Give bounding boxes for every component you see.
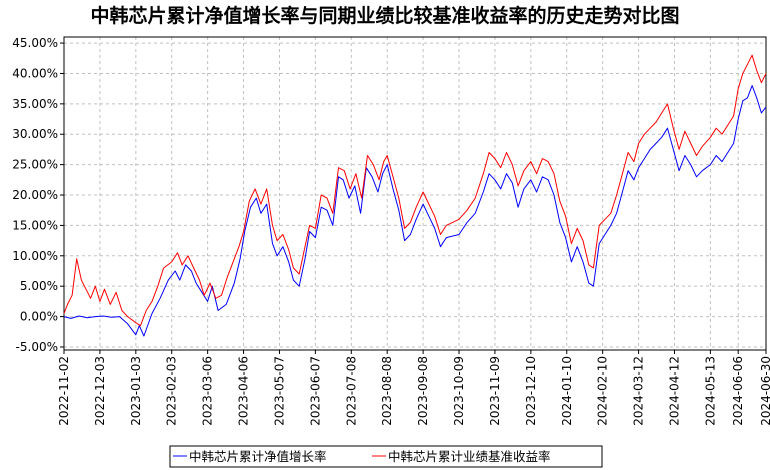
- x-axis: 2022-11-02 2022-12-03 2023-01-03 2023-02-03…: [57, 350, 770, 426]
- x-tick-label: 2024-06-06: [731, 356, 745, 426]
- x-tick-label: 2023-02-03: [165, 356, 179, 426]
- grid: [63, 37, 767, 350]
- y-tick-label: -5.00%: [16, 340, 58, 354]
- y-tick-label: 40.00%: [12, 66, 58, 80]
- series-line-benchmark: [63, 54, 767, 327]
- x-tick-label: 2023-12-10: [524, 356, 538, 426]
- x-tick-label: 2024-04-12: [667, 356, 681, 426]
- x-tick-label: 2022-11-02: [57, 356, 71, 426]
- y-tick-label: 45.00%: [12, 36, 58, 50]
- x-tick-label: 2024-06-30: [759, 356, 770, 426]
- plot-frame: [63, 36, 767, 351]
- x-tick-label: 2023-09-08: [416, 356, 430, 426]
- x-tick-label: 2023-11-09: [488, 356, 502, 426]
- x-tick-label: 2023-03-06: [201, 356, 215, 426]
- series-lines: [63, 54, 767, 337]
- y-tick-label: 15.00%: [12, 218, 58, 232]
- legend-label-nav: 中韩芯片累计净值增长率: [189, 449, 327, 464]
- x-tick-label: 2024-02-10: [596, 356, 610, 426]
- x-tick-label: 2023-06-07: [308, 356, 322, 426]
- x-tick-label: 2023-08-08: [380, 356, 394, 426]
- x-tick-label: 2023-01-03: [129, 356, 143, 426]
- x-tick-label: 2024-03-12: [632, 356, 646, 426]
- x-tick-label: 2024-01-10: [560, 356, 574, 426]
- x-tick-label: 2023-10-09: [452, 356, 466, 426]
- series-line-nav: [63, 85, 767, 337]
- y-tick-label: 30.00%: [12, 127, 58, 141]
- y-axis: -5.00% 0.00% 5.00% 10.00% 15.00% 20.00% 25.00%…: [12, 36, 64, 354]
- chart-title: 中韩芯片累计净值增长率与同期业绩比较基准收益率的历史走势对比图: [90, 4, 679, 27]
- y-tick-label: 5.00%: [20, 279, 58, 293]
- x-tick-label: 2023-07-08: [344, 356, 358, 426]
- y-tick-label: 35.00%: [12, 97, 58, 111]
- legend-label-benchmark: 中韩芯片累计业绩基准收益率: [388, 449, 551, 464]
- y-tick-label: 20.00%: [12, 188, 58, 202]
- y-tick-label: 25.00%: [12, 158, 58, 172]
- x-tick-label: 2023-05-07: [272, 356, 286, 426]
- y-tick-label: 10.00%: [12, 249, 58, 263]
- x-tick-label: 2024-05-13: [703, 356, 717, 426]
- legend: 中韩芯片累计净值增长率 中韩芯片累计业绩基准收益率: [169, 445, 603, 468]
- x-tick-label: 2023-04-06: [237, 356, 251, 426]
- x-tick-label: 2022-12-03: [93, 356, 107, 426]
- y-tick-label: 0.00%: [20, 310, 58, 324]
